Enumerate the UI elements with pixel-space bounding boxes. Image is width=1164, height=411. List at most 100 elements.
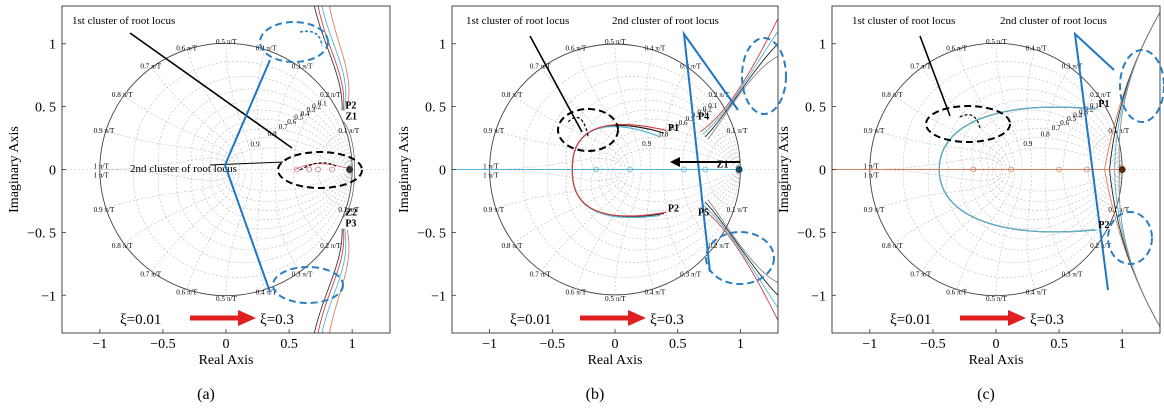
wn-label: 0.3 π/T [680,270,701,278]
zero-marker [293,166,300,173]
zero-marker [1008,166,1015,173]
root-locus-curves [293,6,356,333]
wn-grid-line [489,169,621,182]
wn-grid-line [495,170,623,209]
zeta-grid-line [903,61,1123,170]
zeta-label: 0.3 [1079,108,1088,116]
locus-branch [571,123,667,217]
wn-grid-line [956,171,1016,290]
wn-grid-line [921,67,1011,169]
locus-branch [702,30,778,135]
zeta-grid-line [994,147,1123,170]
wn-grid-line [256,171,266,290]
wn-grid-line [706,130,735,169]
zeta-grid-line [201,109,353,170]
zeta-label: 0.6 [1060,119,1069,127]
y-tick-label: 1 [439,38,446,53]
zeta-grid-line [903,169,1123,278]
x-axis-label: Real Axis [588,353,643,368]
zeta-grid-line [610,169,741,202]
y-tick-label: 1 [49,38,56,53]
point-label: P2 [1098,220,1109,231]
wn-label: 0.5 π/T [605,38,626,46]
zeta-grid-line [986,169,1123,211]
zeta-grid-line [176,169,353,251]
zeta-grid-line [971,109,1123,170]
wn-label: 0.7 π/T [910,63,931,71]
zeta-grid-line [946,88,1123,170]
zeta-grid-line [565,88,741,170]
wn-grid-line [956,49,1016,168]
wn-grid-line [869,157,1002,170]
zeta-grid-line [613,169,741,192]
wn-grid-line [706,170,735,209]
annotations: 1st cluster of root locus 2nd cluster of … [466,15,787,285]
zeta-grid-line [960,169,1123,240]
curved-arrow [299,162,337,171]
wn-label: 0.5 π/T [986,38,1007,46]
point-label: P4 [698,112,709,123]
pole-marker [1118,166,1126,173]
zeta-label: 0.4 [692,112,701,120]
wn-label: 1 π/T [483,172,499,180]
leader-line [209,161,284,166]
wn-grid-line [495,130,623,169]
point-label: P3 [345,219,356,230]
wn-grid-line [513,170,626,244]
zeta-grid-line [224,169,353,192]
locus-branch [1118,169,1160,327]
locus-branch [1109,12,1160,170]
x-tick-label: 0.5 [280,337,298,352]
blue-leader-line [1073,31,1115,291]
zeta-label: 0.3 [306,106,315,114]
zeta-grid-line [221,137,353,170]
wn-label: 0.1 π/T [1108,206,1129,214]
zeta-label: 0.9 [251,140,260,148]
wn-label: 0.8 π/T [502,91,523,99]
wn-grid-line [225,171,253,296]
locus-branch [1109,169,1160,327]
locus-branch [1114,12,1160,170]
zeta-grid-line [522,169,741,278]
zeta-grid-line [522,61,741,170]
locus-branch [313,228,343,333]
zeta-grid-line [210,119,353,170]
wn-label: 0.1 π/T [338,206,359,214]
y-axis-label: Imaginary Axis [7,126,22,213]
zeta-grid-line [946,169,1123,251]
dashed-ellipse [557,108,619,152]
wn-label: 0.8 π/T [882,91,903,99]
wn-grid-line [1063,95,1099,168]
zero-marker [1083,166,1090,173]
wn-grid-line [995,43,1023,168]
point-label: P2 [345,100,356,111]
curved-arrow [567,116,589,137]
wn-grid-line [1087,130,1117,169]
point-label: Z1 [345,112,357,123]
zero-marker [306,166,313,173]
wn-grid-line [681,95,717,168]
panel-3: 0.10.20.30.40.50.60.70.80.90.1 π/T0.1 π/… [777,5,1164,403]
locus-branch [329,229,350,333]
zeta-grid-line [927,76,1123,170]
wn-label: 0.6 π/T [565,44,586,52]
xi-arrow-head [1008,310,1026,326]
wn-grid-line [663,67,689,168]
locus-branch [699,18,778,133]
cluster-label-1: 1st cluster of root locus [466,15,569,27]
xi-start-label: ξ=0.01 [890,312,931,328]
zero-marker [315,166,321,173]
blue-leader-line [223,59,271,293]
locus-branch [317,6,345,111]
locus-branch [329,6,350,110]
wn-grid-line [1063,171,1099,244]
zeta-label: 0.7 [279,123,288,131]
zeta-grid-line [927,169,1123,263]
wn-label: 0.9 π/T [483,206,504,214]
cluster-label-2: 2nd cluster of root locus [1000,15,1107,27]
wn-label: 0.9 π/T [864,127,885,135]
x-tick-label: 1 [1119,337,1126,352]
cluster-label-2: 2nd cluster of root locus [130,163,237,175]
wn-label: 0.5 π/T [216,295,237,303]
